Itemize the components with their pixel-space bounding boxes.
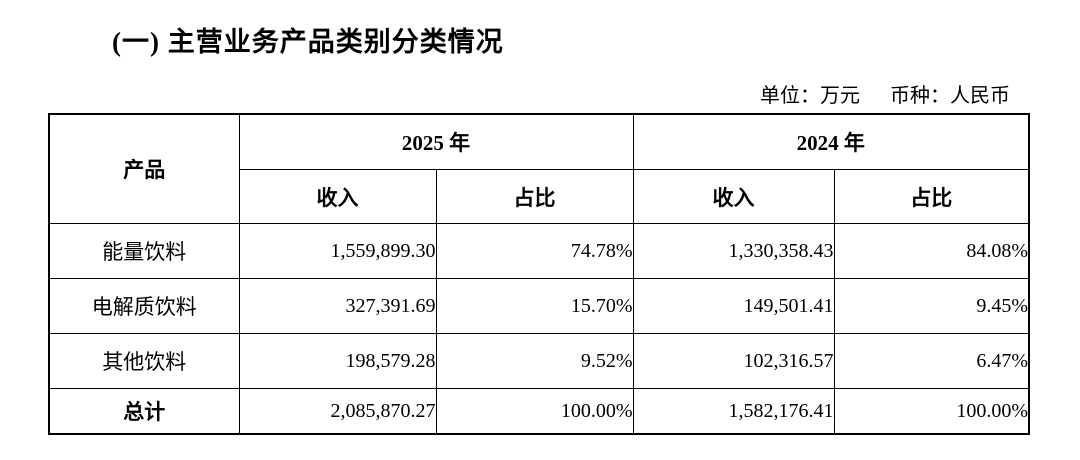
- revenue-2025-value: 327,391.69: [238, 278, 437, 334]
- revenue-2024-value: 149,501.41: [632, 278, 835, 334]
- revenue-2024-value: 102,316.57: [632, 333, 835, 389]
- product-name: 能量饮料: [48, 223, 240, 279]
- revenue-2025-value: 198,579.28: [238, 333, 437, 389]
- col-header-revenue-2024: 收入: [632, 169, 835, 224]
- total-share-2025-value: 100.00%: [435, 388, 634, 435]
- table-row: 电解质饮料 327,391.69 15.70% 149,501.41 9.45%: [48, 278, 1030, 334]
- share-2024-value: 9.45%: [833, 278, 1030, 334]
- revenue-2024-value: 1,330,358.43: [632, 223, 835, 279]
- col-header-year-2024: 2024 年: [632, 113, 1030, 170]
- revenue-2025-value: 1,559,899.30: [238, 223, 437, 279]
- total-label: 总计: [48, 388, 240, 435]
- total-revenue-2024-value: 1,582,176.41: [632, 388, 835, 435]
- col-header-share-2024: 占比: [833, 169, 1030, 224]
- table-row: 能量饮料 1,559,899.30 74.78% 1,330,358.43 84…: [48, 223, 1030, 279]
- product-name: 电解质饮料: [48, 278, 240, 334]
- table-row-total: 总计 2,085,870.27 100.00% 1,582,176.41 100…: [48, 388, 1030, 435]
- col-header-product: 产品: [48, 113, 240, 224]
- unit-currency-note: 单位：万元 币种：人民币: [760, 79, 1010, 108]
- share-2025-value: 9.52%: [435, 333, 634, 389]
- share-2025-value: 15.70%: [435, 278, 634, 334]
- currency-note: 币种：人民币: [890, 85, 1010, 107]
- product-category-table: 产品 2025 年 2024 年 收入 占比 收入 占比 能量饮料 1,559,…: [48, 113, 1030, 435]
- product-name: 其他饮料: [48, 333, 240, 389]
- share-2025-value: 74.78%: [435, 223, 634, 279]
- total-revenue-2025-value: 2,085,870.27: [238, 388, 437, 435]
- unit-note: 单位：万元: [760, 85, 860, 107]
- col-header-year-2025: 2025 年: [238, 113, 634, 170]
- header-row-years: 产品 2025 年 2024 年: [48, 113, 1030, 224]
- share-2024-value: 84.08%: [833, 223, 1030, 279]
- total-share-2024-value: 100.00%: [833, 388, 1030, 435]
- table-row: 其他饮料 198,579.28 9.52% 102,316.57 6.47%: [48, 333, 1030, 389]
- share-2024-value: 6.47%: [833, 333, 1030, 389]
- col-header-share-2025: 占比: [435, 169, 634, 224]
- col-header-revenue-2025: 收入: [238, 169, 437, 224]
- section-title: (一) 主营业务产品类别分类情况: [112, 27, 504, 57]
